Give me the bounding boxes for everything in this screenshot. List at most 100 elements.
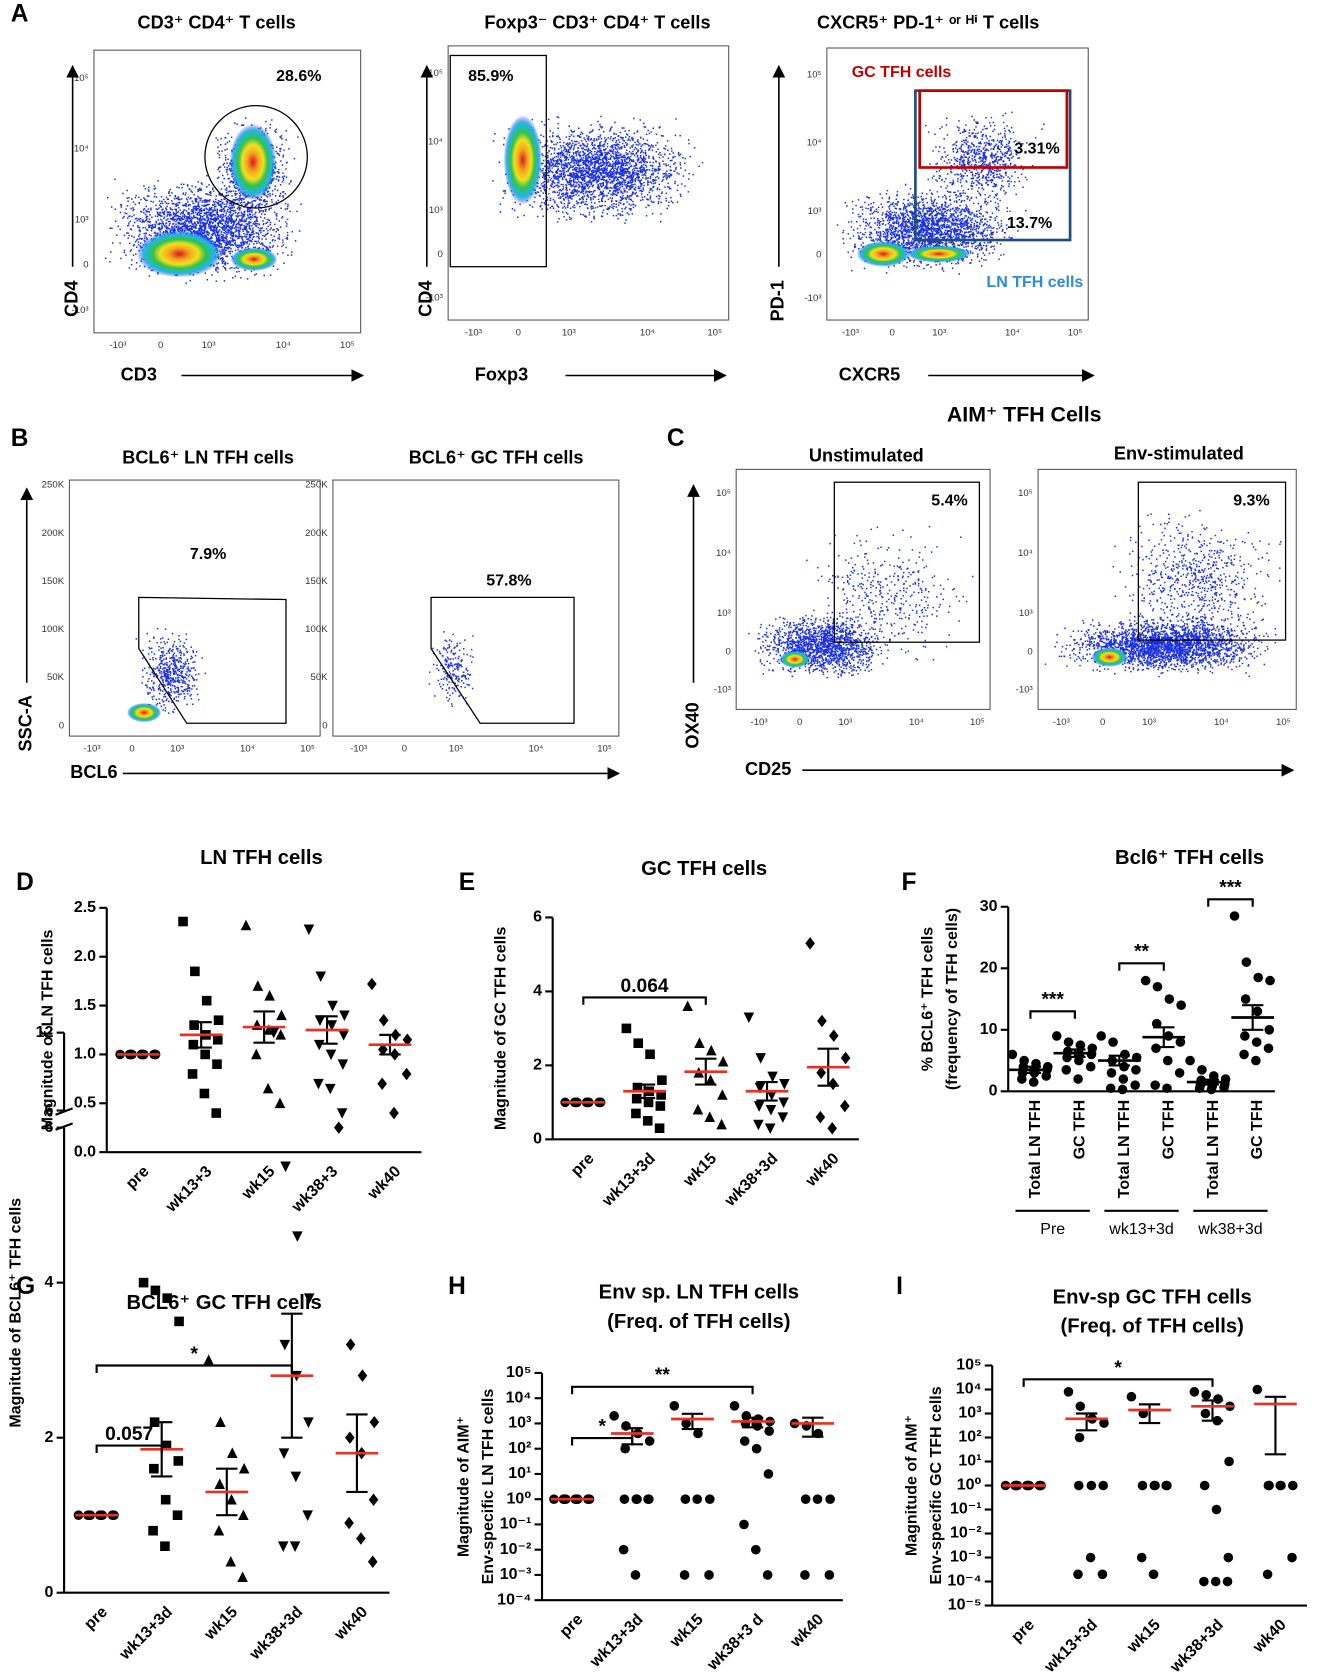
panel-letter: G xyxy=(16,1273,35,1300)
chart-title: BCL6⁺ GC TFH cells xyxy=(126,1292,321,1314)
significance-label: ** xyxy=(655,1365,670,1386)
y-tick-label: 10⁵ xyxy=(956,1357,981,1374)
point xyxy=(215,1416,226,1427)
point xyxy=(679,1570,690,1580)
point xyxy=(148,1525,158,1536)
flow-title: BCL6⁺ LN TFH cells xyxy=(122,448,294,468)
point xyxy=(149,1463,159,1474)
point xyxy=(326,1020,338,1031)
point xyxy=(212,1059,222,1069)
y-tick-label: -10³ xyxy=(714,685,731,696)
y-tick-label: 0 xyxy=(322,720,327,731)
x-tick-label: pre xyxy=(568,1150,598,1180)
point xyxy=(642,1116,653,1126)
point xyxy=(680,1494,691,1505)
gate-label: 5.4% xyxy=(931,493,967,510)
gate-label: 85.9% xyxy=(468,68,513,85)
y-tick-label: 10⁵ xyxy=(74,73,89,84)
y-tick-label: 10 xyxy=(980,1021,998,1038)
point xyxy=(1201,1390,1211,1400)
error-bar xyxy=(1264,1395,1287,1456)
group-label: wk38+3d xyxy=(1197,1221,1263,1238)
point xyxy=(1176,1000,1186,1011)
point xyxy=(633,1038,644,1048)
x-tick-label: wk15 xyxy=(680,1150,720,1190)
y-tick-label: -10³ xyxy=(804,293,821,304)
gate-label: GC TFH cells xyxy=(852,64,952,81)
point xyxy=(1164,994,1175,1004)
point xyxy=(289,1541,301,1552)
x-tick-label: wk15 xyxy=(666,1611,706,1651)
panel-letter: A xyxy=(11,0,29,27)
plot-frame xyxy=(68,479,321,737)
y-axis-label: Env-specific LN TFH cells xyxy=(480,1389,497,1585)
point xyxy=(278,1448,290,1459)
x-tick-label: wk40 xyxy=(331,1604,371,1644)
point xyxy=(238,1462,250,1474)
x-tick-label: pre xyxy=(81,1604,111,1634)
y-tick-label: 2 xyxy=(45,1429,54,1446)
point xyxy=(704,1111,716,1122)
point xyxy=(336,1108,348,1119)
panel-letter: F xyxy=(902,869,917,896)
x-axis-label: CD3 xyxy=(121,364,157,384)
point xyxy=(1263,1043,1274,1054)
point xyxy=(716,1118,727,1130)
point xyxy=(138,1277,149,1288)
x-tick-label: GC TFH xyxy=(1249,1100,1266,1160)
y-tick-label: 150K xyxy=(305,576,328,587)
chart-title: Env sp. LN TFH cells xyxy=(599,1281,799,1303)
point xyxy=(1241,957,1252,967)
x-tick-label: wk13+3d xyxy=(599,1150,659,1210)
point xyxy=(753,1119,764,1131)
x-tick-label: 10³ xyxy=(202,340,216,351)
x-tick-label: 10⁴ xyxy=(909,717,924,728)
point xyxy=(1223,1552,1234,1563)
x-tick-label: wk13+3d xyxy=(116,1604,176,1664)
gate xyxy=(138,596,287,724)
point xyxy=(840,1051,851,1065)
x-tick-label: 10³ xyxy=(562,327,576,338)
point xyxy=(729,1401,740,1411)
point xyxy=(1131,1064,1141,1075)
x-tick-label: 10³ xyxy=(449,743,463,754)
y-tick-label: 4 xyxy=(533,983,542,1000)
point xyxy=(325,1049,337,1061)
x-tick-label: wk38+3d xyxy=(246,1604,306,1664)
y-tick-label: 50K xyxy=(311,672,329,683)
panel-letter: E xyxy=(459,869,475,896)
point xyxy=(704,1570,714,1580)
density xyxy=(856,241,911,267)
gate-label: LN TFH cells xyxy=(986,274,1083,291)
events xyxy=(1044,615,1277,678)
point xyxy=(237,1571,248,1583)
point xyxy=(1211,1504,1222,1515)
x-tick-label: 0 xyxy=(402,743,407,754)
point xyxy=(765,1104,777,1116)
significance-bracket xyxy=(1118,962,1165,971)
group-label: Pre xyxy=(1040,1221,1065,1238)
significance-label: *** xyxy=(1219,878,1242,899)
y-tick-label: 10⁴ xyxy=(506,1389,532,1406)
point xyxy=(827,1122,838,1135)
x-tick-label: wk40 xyxy=(364,1163,404,1203)
point xyxy=(303,1417,314,1428)
y-tick-label: 10⁻¹ xyxy=(950,1501,982,1518)
x-tick-label: -10³ xyxy=(750,717,767,728)
y-tick-label: -10³ xyxy=(426,293,443,304)
plot-frame xyxy=(93,49,362,334)
plot-frame xyxy=(735,468,991,710)
point xyxy=(238,1509,249,1521)
point xyxy=(292,1231,303,1242)
y-tick-label: 10⁻⁴ xyxy=(497,1591,531,1608)
point xyxy=(276,1009,287,1021)
flow-title: Foxp3⁻ CD3⁺ CD4⁺ T cells xyxy=(484,12,710,32)
point xyxy=(1099,1418,1109,1428)
y-tick-label: 2 xyxy=(533,1057,542,1074)
x-tick-label: wk13+3d xyxy=(586,1611,646,1671)
section-heading: AIM⁺ TFH Cells xyxy=(947,403,1102,427)
point xyxy=(1222,1576,1233,1587)
events xyxy=(492,115,704,224)
x-tick-label: 10⁵ xyxy=(1068,327,1083,338)
